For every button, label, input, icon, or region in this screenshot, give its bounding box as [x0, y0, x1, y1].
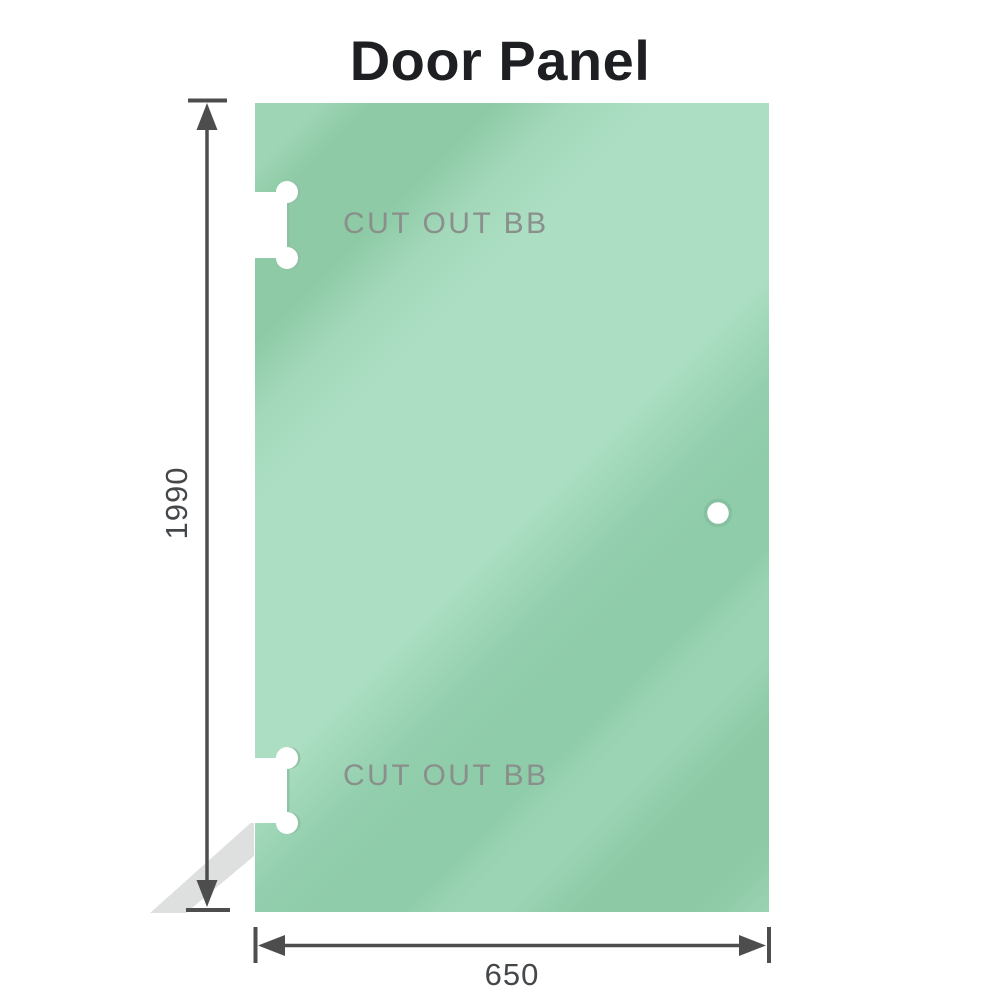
door-panel-glass — [255, 103, 769, 912]
cutout-bottom — [248, 747, 301, 834]
cutout-top — [248, 181, 301, 269]
height-dimension — [186, 98, 230, 912]
width-dimension-value: 650 — [484, 957, 540, 992]
width-dim-arrow-left-icon — [258, 935, 285, 956]
height-dim-arrow-up-icon — [196, 103, 218, 130]
corner-shadow-streak — [150, 820, 254, 913]
cutout-bottom-label: CUT OUT BB — [343, 759, 549, 792]
cutout-top-label: CUT OUT BB — [343, 207, 549, 240]
width-dim-arrow-right-icon — [739, 935, 766, 956]
page-title: Door Panel — [349, 29, 651, 92]
handle-hole-icon — [703, 498, 733, 528]
height-dimension-value: 1990 — [159, 466, 194, 540]
height-dim-arrow-down-icon — [196, 880, 218, 907]
width-dimension — [253, 927, 771, 963]
